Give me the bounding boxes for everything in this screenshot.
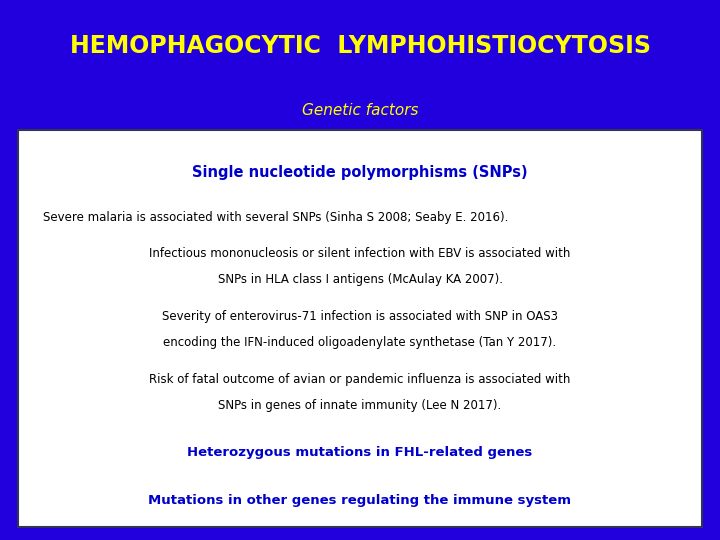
Text: Severe malaria is associated with several SNPs (Sinha S 2008; Seaby E. 2016).: Severe malaria is associated with severa…: [43, 211, 508, 224]
Text: Infectious mononucleosis or silent infection with EBV is associated with: Infectious mononucleosis or silent infec…: [149, 247, 571, 260]
Text: SNPs in HLA class I antigens (McAulay KA 2007).: SNPs in HLA class I antigens (McAulay KA…: [217, 273, 503, 286]
Text: Risk of fatal outcome of avian or pandemic influenza is associated with: Risk of fatal outcome of avian or pandem…: [149, 373, 571, 386]
Text: Severity of enterovirus-71 infection is associated with SNP in OAS3: Severity of enterovirus-71 infection is …: [162, 310, 558, 323]
Text: Mutations in other genes regulating the immune system: Mutations in other genes regulating the …: [148, 494, 572, 507]
Text: encoding the IFN-induced oligoadenylate synthetase (Tan Y 2017).: encoding the IFN-induced oligoadenylate …: [163, 336, 557, 349]
FancyBboxPatch shape: [18, 130, 702, 526]
Text: SNPs in genes of innate immunity (Lee N 2017).: SNPs in genes of innate immunity (Lee N …: [218, 399, 502, 411]
Text: Single nucleotide polymorphisms (SNPs): Single nucleotide polymorphisms (SNPs): [192, 165, 528, 180]
Text: Genetic factors: Genetic factors: [302, 103, 418, 118]
Text: HEMOPHAGOCYTIC  LYMPHOHISTIOCYTOSIS: HEMOPHAGOCYTIC LYMPHOHISTIOCYTOSIS: [70, 34, 650, 58]
Text: Heterozygous mutations in FHL-related genes: Heterozygous mutations in FHL-related ge…: [187, 446, 533, 459]
